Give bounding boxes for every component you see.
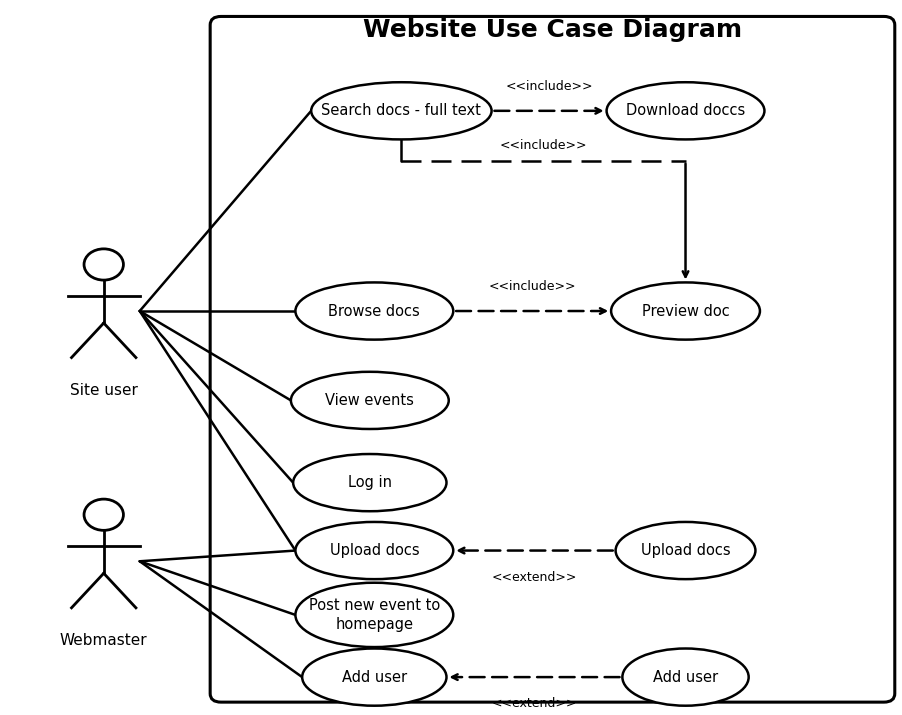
Ellipse shape — [606, 82, 764, 139]
Text: Search docs - full text: Search docs - full text — [321, 104, 482, 118]
Text: Browse docs: Browse docs — [328, 304, 420, 318]
Text: Webmaster: Webmaster — [60, 633, 148, 648]
Ellipse shape — [612, 282, 759, 340]
Ellipse shape — [290, 372, 449, 429]
Ellipse shape — [295, 522, 453, 579]
Text: View events: View events — [326, 393, 414, 408]
Text: <<include>>: <<include>> — [500, 139, 587, 152]
Ellipse shape — [302, 649, 446, 706]
Text: Preview doc: Preview doc — [641, 304, 730, 318]
Text: <<include>>: <<include>> — [505, 80, 593, 93]
Ellipse shape — [295, 583, 453, 647]
Text: Site user: Site user — [69, 383, 138, 398]
Ellipse shape — [311, 82, 492, 139]
Ellipse shape — [293, 454, 446, 511]
Text: Upload docs: Upload docs — [329, 543, 419, 558]
Ellipse shape — [615, 522, 756, 579]
Text: Download doccs: Download doccs — [626, 104, 745, 118]
Text: Website Use Case Diagram: Website Use Case Diagram — [364, 18, 742, 42]
Text: Add user: Add user — [653, 670, 718, 684]
Text: <<extend>>: <<extend>> — [492, 571, 577, 583]
Ellipse shape — [622, 649, 749, 706]
Text: Post new event to
homepage: Post new event to homepage — [308, 598, 440, 631]
Text: <<extend>>: <<extend>> — [492, 697, 577, 710]
Ellipse shape — [295, 282, 453, 340]
Text: <<include>>: <<include>> — [488, 280, 576, 293]
FancyBboxPatch shape — [210, 16, 895, 702]
Text: Upload docs: Upload docs — [640, 543, 731, 558]
Text: Add user: Add user — [342, 670, 407, 684]
Text: Log in: Log in — [348, 475, 391, 490]
